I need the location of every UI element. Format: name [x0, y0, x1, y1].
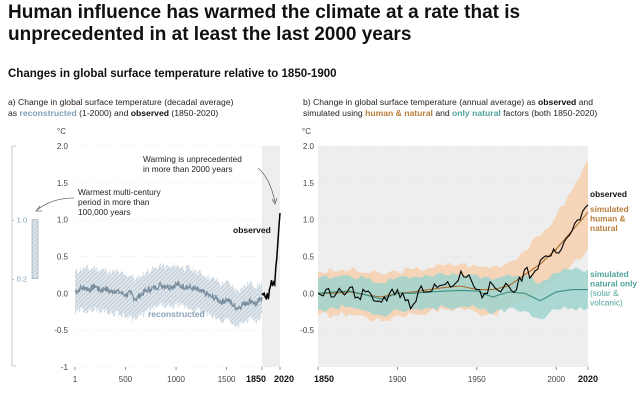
panel-a-reconstructed-label: reconstructed [148, 309, 205, 319]
panel-b-y-tick-label: -0.5 [300, 326, 314, 335]
panel-a-range-high-label: - 1.0 [12, 216, 27, 225]
panel-b-caption-observed: observed [538, 97, 577, 107]
panel-b-caption: b) Change in global surface temperature … [303, 97, 638, 119]
panel-a-range-bar [31, 219, 39, 279]
annotation-century-line1: Warmest multi-century [78, 187, 162, 197]
annotation-century-line2: period in more than [78, 197, 150, 207]
panel-a-caption-end: (1850-2020) [171, 108, 219, 118]
panel-a-observed-line [261, 212, 281, 301]
page-title: Human influence has warmed the climate a… [8, 2, 521, 45]
panel-a-x-tick-label: 1850 [246, 374, 266, 384]
panel-b-natural-label: volcanic) [590, 298, 623, 308]
panel-a-x-tick-label: 500 [119, 375, 133, 384]
panel-a-y-tick-label: 0.0 [57, 289, 69, 298]
panel-a-x-tick-label: 1500 [218, 375, 236, 384]
simulated-natural-band [318, 267, 588, 320]
panel-b-human-natural-label: human & [590, 214, 626, 224]
chart-text-layer: 2.01.51.00.50.0-0.5-1°C- 1.0- 0.21 500 100… [12, 127, 637, 384]
panel-a-caption-as: as [8, 108, 18, 118]
panel-b-y-tick-label: 0.0 [303, 289, 315, 298]
panel-b-caption-end: factors (both 1850-2020) [503, 108, 598, 118]
panel-a-y-tick-label: -1 [61, 363, 69, 372]
panel-b-x-tick-label: 1900 [389, 375, 407, 384]
panel-b-natural-label: simulated [590, 269, 629, 279]
panel-b-caption-and: and [578, 97, 593, 107]
panel-b-x-tick-label: 2020 [578, 374, 598, 384]
panel-b-caption-human-natural: human & natural [365, 108, 433, 118]
panel-a-caption-mid: (1-2000) and [79, 108, 129, 118]
panel-b-unit-label: °C [302, 127, 311, 136]
panel-a-unit-label: °C [57, 127, 66, 136]
panel-b-caption-and2: and [435, 108, 450, 118]
annotation-warming-line1: Warming is unprecedented [143, 154, 242, 164]
panel-a-caption: a) Change in global surface temperature … [8, 97, 298, 119]
panel-b-y-tick-label: 1.5 [303, 179, 315, 188]
panel-a-y-tick-label: 0.5 [57, 253, 69, 262]
panel-a-plot [74, 212, 281, 370]
panel-a-caption-prefix: a) Change in global surface temperature … [8, 97, 234, 107]
annotation-warming-arrow [257, 167, 276, 203]
panel-b-natural-label: (solar & [590, 288, 619, 298]
annotation-warming-line2: in more than 2000 years [143, 164, 232, 174]
panel-a-observed-label: observed [233, 225, 271, 235]
panel-a-caption-reconstructed: reconstructed [19, 108, 77, 118]
panel-b-y-tick-label: 1.0 [303, 216, 315, 225]
panel-a-x-tick-label: 2020 [274, 374, 294, 384]
panel-b-x-tick-label: 1950 [468, 375, 486, 384]
panel-b-plot [317, 160, 589, 370]
chart-subtitle: Changes in global surface temperature re… [8, 68, 337, 80]
panel-a-y-tick-label: 1.0 [57, 216, 69, 225]
panel-a-x-tick-label: 1 [73, 375, 78, 384]
panel-b-y-tick-label: 0.5 [303, 253, 315, 262]
panel-b-observed-line [317, 204, 589, 311]
panel-b-x-tick-label: 1850 [314, 374, 334, 384]
annotation-century-line3: 100,000 years [78, 207, 131, 217]
panel-a-caption-observed: observed [130, 108, 169, 118]
panel-b-observed-label: observed [590, 189, 627, 199]
panel-a-x-tick-label: 1000 [167, 375, 185, 384]
panel-b-y-tick-label: 2.0 [303, 142, 315, 151]
panel-b-caption-line2-start: simulated using [303, 108, 363, 118]
panel-a-range-low-label: - 0.2 [12, 275, 27, 284]
panel-b-human-natural-label: simulated [590, 204, 629, 214]
panel-a-y-tick-label: -0.5 [54, 326, 68, 335]
panel-b-caption-prefix: b) Change in global surface temperature … [303, 97, 536, 107]
annotation-warming-arrowhead [271, 197, 278, 205]
reconstructed-uncertainty-band [75, 261, 262, 331]
panel-b-caption-natural: only natural [452, 108, 501, 118]
panel-b-natural-label: natural only [590, 279, 637, 289]
annotation-century-arrowhead [35, 205, 42, 212]
panel-b-human-natural-label: natural [590, 223, 618, 233]
panel-a-y-tick-label: 2.0 [57, 142, 69, 151]
annotation-century-arrow [36, 197, 75, 211]
reconstructed-line [74, 279, 263, 311]
panel-b-x-tick-label: 2000 [547, 375, 565, 384]
panel-a-y-tick-label: 1.5 [57, 179, 69, 188]
simulated-natural-line [317, 289, 588, 302]
